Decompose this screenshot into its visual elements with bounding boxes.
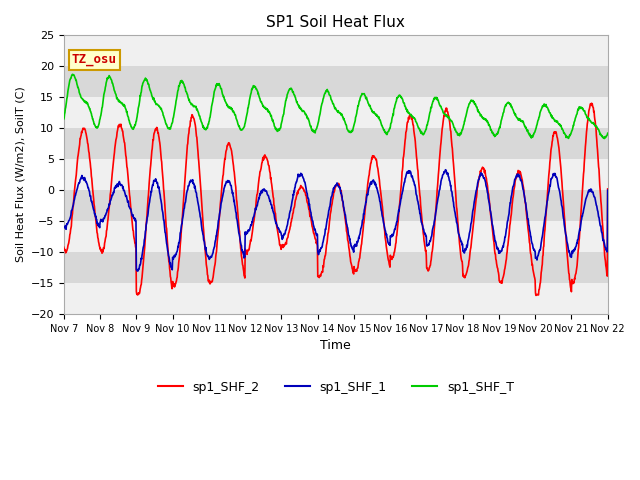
sp1_SHF_T [420, 130, 428, 136]
sp1_SHF_1 [604, 187, 612, 193]
sp1_SHF_1 [60, 224, 68, 229]
Bar [64, 128, 608, 159]
Line: sp1_SHF_T: sp1_SHF_T [64, 74, 608, 139]
sp1_SHF_2 [60, 244, 68, 250]
Bar [64, 36, 608, 66]
Bar [64, 159, 608, 190]
sp1_SHF_2 [588, 100, 595, 106]
Y-axis label: Soil Heat Flux (W/m2), SoilT (C): Soil Heat Flux (W/m2), SoilT (C) [15, 87, 25, 263]
sp1_SHF_T [181, 84, 189, 90]
sp1_SHF_1 [442, 167, 449, 173]
sp1_SHF_T [168, 120, 176, 126]
sp1_SHF_T [604, 131, 612, 136]
Bar [64, 190, 608, 221]
sp1_SHF_2 [604, 186, 612, 192]
sp1_SHF_T [68, 72, 76, 77]
sp1_SHF_T [60, 116, 68, 122]
Bar [64, 97, 608, 128]
Bar [64, 283, 608, 314]
Line: sp1_SHF_1: sp1_SHF_1 [64, 170, 608, 271]
sp1_SHF_1 [492, 240, 500, 245]
sp1_SHF_1 [134, 268, 141, 274]
sp1_SHF_1 [181, 200, 189, 205]
sp1_SHF_2 [532, 292, 540, 298]
sp1_SHF_T [600, 136, 608, 142]
Line: sp1_SHF_2: sp1_SHF_2 [64, 103, 608, 295]
sp1_SHF_1 [420, 230, 428, 236]
sp1_SHF_1 [242, 230, 250, 236]
sp1_SHF_2 [168, 282, 175, 288]
Text: TZ_osu: TZ_osu [72, 53, 117, 67]
sp1_SHF_2 [181, 180, 189, 186]
sp1_SHF_T [242, 115, 250, 121]
Bar [64, 66, 608, 97]
sp1_SHF_T [492, 133, 499, 139]
sp1_SHF_1 [540, 223, 548, 229]
sp1_SHF_2 [242, 247, 250, 252]
sp1_SHF_2 [492, 251, 499, 257]
Bar [64, 252, 608, 283]
Bar [64, 221, 608, 252]
sp1_SHF_2 [540, 244, 547, 250]
Title: SP1 Soil Heat Flux: SP1 Soil Heat Flux [266, 15, 405, 30]
sp1_SHF_1 [168, 265, 176, 271]
X-axis label: Time: Time [321, 339, 351, 352]
Legend: sp1_SHF_2, sp1_SHF_1, sp1_SHF_T: sp1_SHF_2, sp1_SHF_1, sp1_SHF_T [152, 376, 519, 399]
sp1_SHF_2 [420, 238, 428, 243]
sp1_SHF_T [540, 102, 547, 108]
